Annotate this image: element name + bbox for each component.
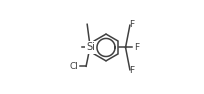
Text: F: F — [129, 66, 134, 75]
Text: Si: Si — [86, 42, 95, 52]
Text: Cl: Cl — [69, 62, 78, 71]
Text: F: F — [129, 20, 134, 29]
Text: F: F — [134, 43, 139, 52]
